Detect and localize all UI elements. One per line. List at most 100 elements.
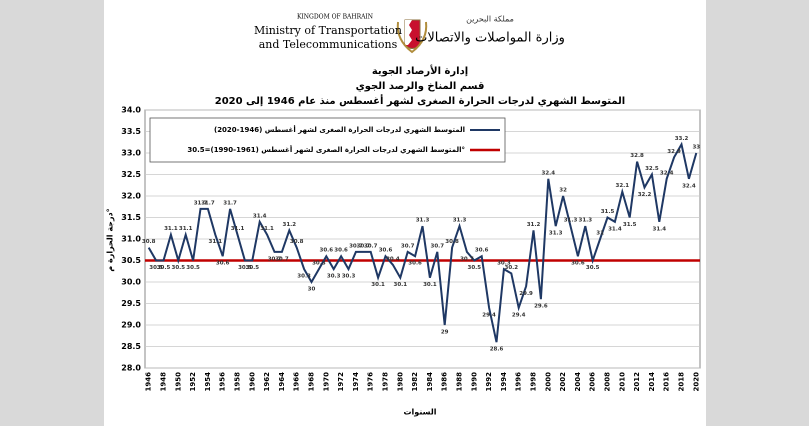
data-label: 30.5 — [468, 265, 482, 271]
data-label: 30.5 — [186, 265, 200, 271]
x-tick-label: 2018 — [678, 372, 686, 392]
data-label: 31.7 — [194, 200, 208, 206]
x-tick-label: 1956 — [219, 372, 227, 392]
y-tick-label: 29.5 — [121, 299, 141, 308]
data-label: 29.9 — [519, 291, 533, 297]
x-tick-label: 1994 — [500, 372, 508, 392]
x-tick-label: 1976 — [367, 372, 375, 392]
y-tick-label: 32.5 — [121, 170, 141, 179]
data-label: 30.6 — [379, 248, 393, 254]
x-tick-label: 1978 — [382, 372, 390, 392]
data-label: 30.8 — [142, 239, 156, 245]
logo — [396, 19, 428, 54]
x-tick-label: 1954 — [204, 372, 212, 392]
x-tick-label: 1988 — [456, 372, 464, 392]
data-label: 30.7 — [401, 243, 415, 249]
data-label: 30.6 — [571, 261, 585, 267]
x-tick-label: 1948 — [160, 372, 168, 392]
data-label: 31.2 — [527, 222, 541, 228]
data-label: 31.3 — [549, 231, 563, 237]
data-label: 30.5 — [238, 265, 252, 271]
chart-title: قسم المناخ والرصد الجوي — [356, 81, 485, 92]
x-tick-label: 1980 — [396, 372, 404, 392]
data-label: 31.1 — [231, 226, 245, 232]
data-label: 30.3 — [297, 274, 311, 280]
x-tick-label: 2008 — [604, 372, 612, 392]
y-tick-label: 28.5 — [121, 342, 141, 351]
data-label: 30.3 — [497, 261, 511, 267]
header-ministry-en: Ministry of Transportation — [254, 24, 402, 37]
x-tick-label: 1982 — [411, 372, 419, 392]
data-label: 33 — [692, 145, 700, 151]
data-label: 31.7 — [223, 200, 237, 206]
x-tick-label: 2016 — [663, 372, 671, 392]
data-label: 30.6 — [475, 248, 489, 254]
data-label: 30.7 — [460, 256, 474, 262]
y-tick-label: 33.5 — [121, 127, 141, 136]
data-label: 29 — [441, 330, 449, 336]
data-label: 30.6 — [334, 248, 348, 254]
x-tick-label: 2006 — [589, 372, 597, 392]
y-tick-label: 29.0 — [121, 321, 141, 330]
data-label: 30.7 — [349, 243, 363, 249]
data-label: 30.5 — [157, 265, 171, 271]
data-label: 30.5 — [149, 265, 163, 271]
data-label: 30.8 — [445, 239, 459, 245]
x-tick-label: 1986 — [441, 372, 449, 392]
data-label: 29.4 — [512, 312, 526, 318]
x-tick-label: 1996 — [515, 372, 523, 392]
data-label: 32.2 — [638, 192, 652, 198]
data-label: 30.6 — [216, 261, 230, 267]
data-label: 31.1 — [260, 226, 274, 232]
data-line — [147, 141, 698, 343]
x-tick-label: 1968 — [308, 372, 316, 392]
y-tick-label: 30.0 — [121, 278, 141, 287]
data-label: 30.2 — [505, 265, 519, 271]
x-tick-label: 1970 — [322, 372, 330, 392]
x-tick-label: 2002 — [559, 372, 567, 392]
data-label: 30.3 — [342, 274, 356, 280]
y-tick-label: 33.0 — [121, 149, 141, 158]
x-tick-label: 1946 — [145, 372, 153, 392]
header-ministry-ar: وزارة المواصلات والاتصالات — [415, 31, 565, 46]
header-ministry-en: and Telecommunications — [259, 38, 398, 51]
data-label: 31.5 — [623, 222, 637, 228]
x-tick-label: 1984 — [426, 372, 434, 392]
data-label: 32.9 — [667, 149, 681, 155]
header-country-ar: مملكة البحرين — [466, 15, 514, 24]
x-tick-label: 2012 — [633, 372, 641, 392]
y-tick-label: 34.0 — [121, 106, 141, 115]
data-label: 31.3 — [416, 218, 430, 224]
y-tick-label: 32.0 — [121, 192, 141, 201]
legend-box — [149, 117, 506, 163]
x-tick-label: 2004 — [574, 372, 582, 392]
data-label: 32.1 — [616, 183, 630, 189]
x-tick-label: 1950 — [174, 372, 182, 392]
data-label: 30.4 — [386, 256, 400, 262]
data-label: 30.7 — [268, 256, 282, 262]
data-label: 30.6 — [408, 261, 422, 267]
x-axis-label: السنوات — [404, 408, 437, 417]
data-label: 30.6 — [320, 248, 334, 254]
x-tick-label: 2020 — [692, 372, 700, 392]
data-label: 32.4 — [542, 170, 556, 176]
data-label: 31.3 — [564, 218, 578, 224]
data-label: 31.7 — [201, 200, 215, 206]
data-label: 31.4 — [608, 226, 622, 232]
data-label: 32.4 — [682, 183, 696, 189]
data-label: 30.3 — [312, 261, 326, 267]
x-tick-label: 1974 — [352, 372, 360, 392]
data-label: 29.4 — [482, 312, 496, 318]
data-label: 32.4 — [660, 170, 674, 176]
x-tick-label: 1990 — [470, 372, 478, 392]
data-label: 29.6 — [534, 304, 548, 310]
data-label: 30.5 — [246, 265, 260, 271]
legend-label: المتوسط الشهري لدرجات الحرارة الصغرى لشه… — [187, 145, 465, 154]
x-tick-label: 1966 — [293, 372, 301, 392]
x-tick-label: 1960 — [248, 372, 256, 392]
chart-title: إدارة الأرصاد الجوية — [372, 64, 468, 77]
header-country-en: KINGDOM OF BAHRAIN — [297, 14, 373, 21]
data-label: 30.1 — [371, 282, 385, 288]
y-axis-label: درجة الحرارة م° — [106, 208, 115, 271]
